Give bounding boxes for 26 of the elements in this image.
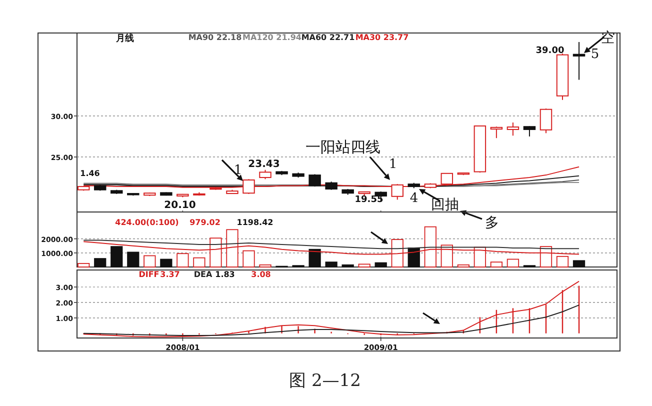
annotation: 3.08	[251, 270, 272, 279]
text: MA30 23.77	[355, 33, 409, 42]
annotation: 979.02	[190, 218, 220, 227]
annotation: 23.43	[248, 159, 280, 170]
text: DEA	[194, 270, 213, 279]
annotation: 多	[485, 215, 499, 231]
text: 空	[601, 30, 615, 46]
annotation: 一阳站四线	[306, 138, 380, 156]
annotation: 1	[234, 163, 242, 178]
text: MA60 22.71	[301, 33, 356, 42]
annotation: 4	[410, 191, 418, 206]
caption: 图 2—12	[289, 371, 361, 391]
annotation: 1.83	[215, 270, 235, 279]
text: MA90 22.18	[188, 33, 242, 42]
annotation: 回抽	[431, 197, 459, 213]
text: 5	[590, 47, 600, 62]
annotation: 1	[388, 157, 398, 172]
annotation: 3.37	[160, 270, 180, 279]
annotation: 1198.42	[236, 218, 274, 227]
text: MA120 21.94	[242, 33, 302, 42]
annotation: 39.00	[536, 46, 564, 56]
annotation: 20.10	[164, 200, 196, 211]
annotation: 月线	[115, 33, 134, 44]
annotation: 424.00(0:100)	[115, 218, 179, 227]
annotation: 1.46	[80, 169, 100, 178]
text: DIFF	[138, 270, 160, 279]
